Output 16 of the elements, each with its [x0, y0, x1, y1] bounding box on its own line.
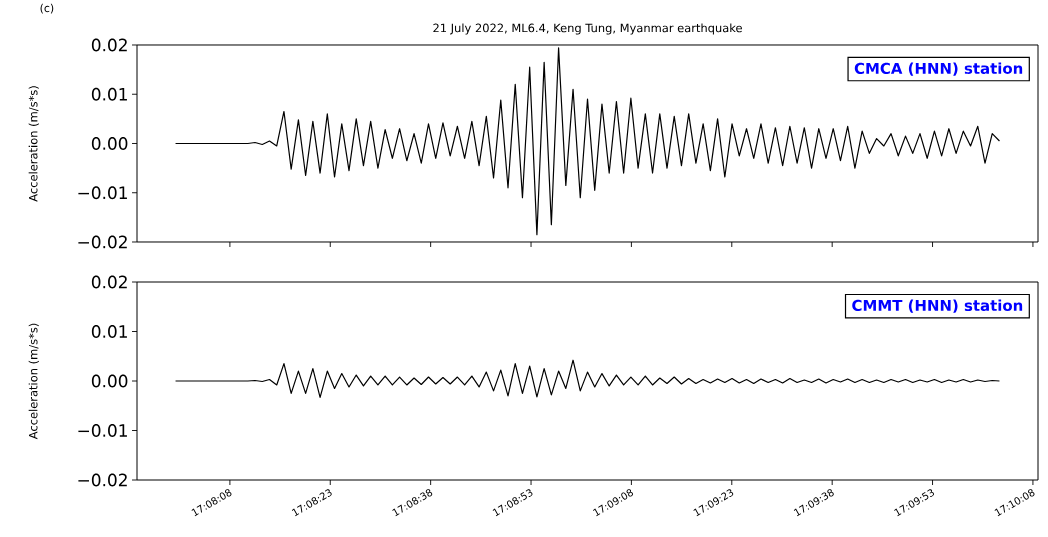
- y-tick-label: 0.01: [91, 87, 127, 101]
- y-axis-title: Acceleration (m/s*s): [28, 323, 39, 440]
- y-tick-label: 0.02: [91, 38, 127, 52]
- y-tick-label: 0.02: [91, 275, 127, 289]
- y-tick-label: 0.00: [91, 137, 128, 150]
- y-axis-title: Acceleration (m/s*s): [28, 86, 39, 202]
- y-tick-label: −0.02: [78, 235, 127, 249]
- y-tick-label: 0.00: [91, 374, 128, 388]
- y-tick-label: −0.02: [78, 473, 127, 487]
- y-tick-label: 0.01: [91, 325, 127, 338]
- y-tick-label: −0.01: [78, 424, 127, 437]
- y-tick-label: −0.01: [78, 186, 127, 200]
- text: (c): [40, 3, 54, 14]
- annotation: CMMT (HNN) station: [852, 299, 1023, 313]
- annotation: CMCA (HNN) station: [854, 62, 1023, 76]
- chart-title: 21 July 2022, ML6.4, Keng Tung, Myanmar earthquake: [433, 23, 742, 35]
